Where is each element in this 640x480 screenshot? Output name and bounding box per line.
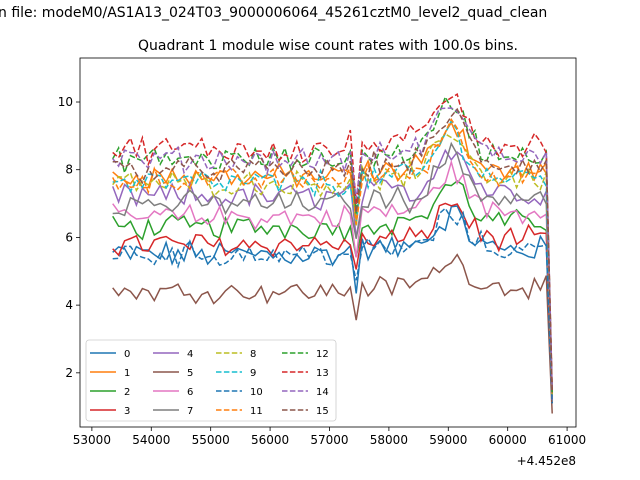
legend-label: 14 (316, 387, 329, 398)
series-line-7 (112, 141, 553, 397)
legend-label: 8 (250, 349, 256, 360)
series-line-8 (112, 133, 553, 397)
legend-label: 1 (124, 368, 130, 379)
y-tick-label: 8 (65, 163, 73, 177)
figure-suptitle: n file: modeM0/AS1A13_024T03_9000006064_… (0, 5, 547, 21)
series-line-2 (112, 180, 553, 400)
x-tick-label: 59000 (429, 433, 467, 447)
series-line-3 (112, 202, 553, 400)
x-tick-label: 61000 (548, 433, 586, 447)
axes-frame (79, 57, 577, 428)
y-tick-label: 6 (65, 230, 73, 244)
legend-box (85, 339, 337, 422)
series-line-15 (112, 107, 553, 394)
x-tick-label: 58000 (370, 433, 408, 447)
x-tick-label: 54000 (132, 433, 170, 447)
legend-label: 4 (187, 349, 193, 360)
legend-label: 10 (250, 387, 263, 398)
legend-label: 12 (316, 349, 329, 360)
y-tick-label: 10 (58, 95, 73, 109)
legend-label: 6 (187, 387, 193, 398)
legend-label: 5 (187, 368, 193, 379)
legend-label: 11 (250, 406, 263, 417)
legend-label: 13 (316, 368, 329, 379)
x-tick-label: 60000 (489, 433, 527, 447)
legend-label: 2 (124, 387, 130, 398)
series-line-1 (112, 120, 553, 397)
x-tick-label: 57000 (310, 433, 348, 447)
y-axis: 2 4 6 8 10 (58, 95, 80, 380)
series-line-5 (112, 253, 553, 414)
series-line-0 (112, 205, 553, 404)
legend-label: 15 (316, 406, 329, 417)
series-line-11 (112, 117, 553, 394)
y-tick-label: 2 (65, 366, 73, 380)
x-tick-label: 53000 (73, 433, 111, 447)
legend-label: 0 (124, 349, 130, 360)
legend-label: 9 (250, 368, 256, 379)
chart-title: Quadrant 1 module wise count rates with … (138, 38, 518, 54)
legend-label: 3 (124, 406, 130, 417)
series-lines (111, 93, 553, 414)
x-offset-label: +4.452e8 (517, 454, 576, 468)
x-tick-label: 55000 (192, 433, 230, 447)
x-axis: 53000 54000 55000 56000 57000 58000 59000 60000… (73, 427, 586, 447)
y-tick-label: 4 (65, 298, 73, 312)
x-tick-label: 56000 (251, 433, 289, 447)
series-line-14 (112, 107, 553, 390)
legend-label: 7 (187, 406, 193, 417)
series-line-12 (112, 95, 553, 394)
